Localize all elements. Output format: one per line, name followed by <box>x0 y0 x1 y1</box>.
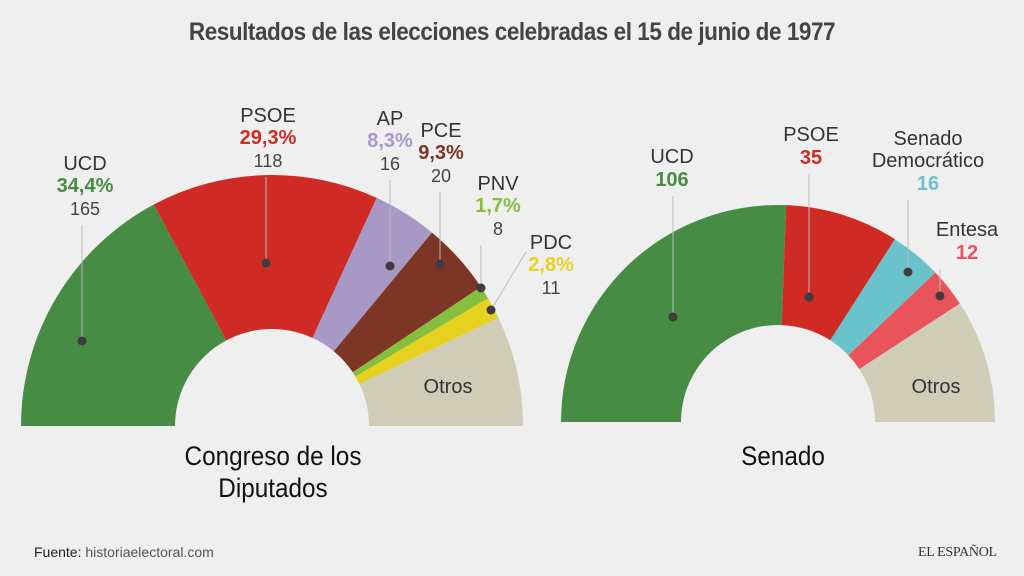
congreso-pnv-seats: 8 <box>493 219 503 239</box>
source-link[interactable]: historiaelectoral.com <box>85 544 214 560</box>
congreso-otros-label: Otros <box>424 376 473 398</box>
senado-chamber-label: Senado <box>648 440 918 472</box>
congreso-name: Congreso de los Diputados <box>184 441 362 503</box>
congreso-psoe-name: PSOE <box>240 105 296 127</box>
congreso-slice-pce <box>333 232 481 373</box>
congreso-ap-dot <box>385 261 395 271</box>
congreso-slice-pnv <box>352 286 489 377</box>
senado-otros-label: Otros <box>912 376 961 398</box>
congreso-ucd-dot <box>77 336 87 346</box>
senado-slice-psoe <box>781 205 895 341</box>
congreso-psoe-seats: 118 <box>254 151 283 171</box>
congreso-ap-seats: 16 <box>380 154 400 174</box>
congreso-pdc-percent: 2,8% <box>528 254 574 276</box>
congreso-ap-percent: 8,3% <box>367 130 413 152</box>
senado-senado-democratico-name-line2: Democrático <box>872 150 984 172</box>
chart-title: Resultados de las elecciones celebradas … <box>188 18 836 46</box>
senado-ucd-seats: 106 <box>655 169 688 191</box>
senado-ucd-dot <box>668 312 678 322</box>
senado-ucd-name: UCD <box>650 146 693 168</box>
congreso-pnv-name: PNV <box>477 173 519 195</box>
congreso-chamber-label: Congreso de los Diputados <box>138 440 408 504</box>
senado-entesa-name: Entesa <box>936 219 999 241</box>
senado-senado-democratico-seats: 16 <box>917 173 939 195</box>
senado-senado-democratico-name-line1: Senado <box>894 128 963 150</box>
congreso-pnv-percent: 1,7% <box>475 195 521 217</box>
congreso-slice-ap <box>312 197 432 352</box>
congreso-pce-dot <box>435 259 445 269</box>
congreso-pdc-leader-line <box>490 251 527 311</box>
congreso-pdc-seats: 11 <box>542 278 561 298</box>
congreso-pce-seats: 20 <box>431 166 451 186</box>
congreso-pdc-dot <box>486 305 496 315</box>
congreso-ucd-name: UCD <box>63 153 106 175</box>
senado-slice-otros <box>859 303 995 422</box>
congreso-pdc-name: PDC <box>530 232 572 254</box>
congreso-ap-name: AP <box>377 108 404 130</box>
congreso-slice-psoe <box>153 175 377 341</box>
senado-slice-entesa <box>848 272 960 370</box>
congreso-slice-pdc <box>355 298 499 385</box>
congreso-ucd-percent: 34,4% <box>57 175 114 197</box>
senado-entesa-dot <box>935 291 945 301</box>
senado-psoe-seats: 35 <box>800 147 822 169</box>
senado-entesa-seats: 12 <box>956 242 978 264</box>
senado-psoe-dot <box>804 292 814 302</box>
congreso-ucd-seats: 165 <box>70 199 100 219</box>
congreso-pce-name: PCE <box>420 120 461 142</box>
congreso-slice-otros <box>359 317 523 426</box>
source-label: Fuente: <box>34 544 82 560</box>
source-note: Fuente: historiaelectoral.com <box>34 544 214 560</box>
congreso-slice-ucd <box>21 204 227 426</box>
brand-logo: EL ESPAÑOL <box>918 545 997 560</box>
senado-name: Senado <box>741 441 825 471</box>
congreso-pnv-dot <box>476 283 486 293</box>
senado-psoe-name: PSOE <box>783 124 839 146</box>
congreso-psoe-percent: 29,3% <box>240 127 297 149</box>
congreso-pce-percent: 9,3% <box>418 142 464 164</box>
congreso-psoe-dot <box>261 258 271 268</box>
senado-senado-democratico-dot <box>903 267 913 277</box>
